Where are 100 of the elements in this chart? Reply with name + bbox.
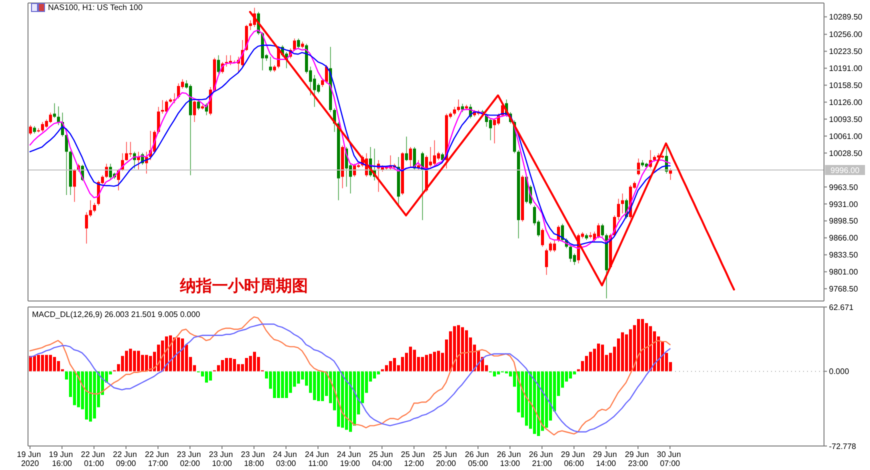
x-tick-label: 23 Jun 18:00: [240, 450, 268, 468]
bar: [345, 371, 348, 430]
y-tick-label: 9963.50: [829, 182, 858, 192]
bar: [433, 352, 436, 372]
bar: [537, 371, 540, 436]
bar: [45, 354, 48, 372]
bar: [85, 371, 88, 420]
bar: [645, 323, 648, 372]
bar: [597, 344, 600, 372]
y-tick-label: 10061.00: [829, 132, 863, 141]
bar: [133, 350, 136, 372]
bar: [53, 356, 56, 372]
x-tick-label: 29 Jun 23:00: [624, 450, 652, 468]
bar: [629, 329, 632, 372]
x-tick-label: 24 Jun 19:00: [336, 450, 364, 468]
bar: [385, 365, 388, 372]
bar: [569, 371, 572, 378]
x-tick-label: 24 Jun 11:00: [304, 450, 332, 468]
bar: [245, 358, 248, 372]
bar: [33, 356, 36, 372]
bar: [221, 360, 224, 372]
y-tick-label: 9866.00: [829, 234, 858, 243]
y-tick-label: 9801.00: [829, 268, 858, 277]
bar: [141, 354, 144, 372]
x-tick-label: 29 Jun 06:00: [560, 450, 588, 468]
x-tick-label: 22 Jun 09:00: [112, 450, 140, 468]
bar: [93, 371, 96, 419]
bar: [373, 371, 376, 378]
bar: [297, 371, 300, 384]
bar: [641, 318, 644, 372]
ref-line-label: 9996.00: [830, 166, 860, 175]
bar: [429, 354, 432, 372]
bar: [41, 354, 44, 372]
bar: [425, 354, 428, 372]
bar: [533, 371, 536, 434]
y-tick-label: 9898.50: [829, 216, 858, 226]
y-tick-label: 0.000: [829, 367, 850, 376]
bar: [173, 337, 176, 372]
x-tick-label: 25 Jun 12:00: [400, 450, 428, 468]
bar: [225, 358, 228, 372]
x-tick-label: 26 Jun 05:00: [464, 450, 492, 468]
y-tick-label: 10256.00: [829, 30, 863, 40]
y-tick-label: 9931.00: [829, 200, 858, 209]
x-tick-label: 19 Jun 2020: [16, 450, 44, 468]
x-tick-label: 22 Jun 17:00: [144, 450, 172, 468]
bar: [73, 371, 76, 406]
bar: [421, 356, 424, 372]
y-tick-label: 10223.50: [829, 47, 863, 56]
bar: [209, 371, 212, 381]
y-tick-label: 9833.50: [829, 250, 858, 260]
bar: [249, 356, 252, 372]
bar: [409, 346, 412, 372]
bar: [377, 371, 380, 374]
bar: [205, 371, 208, 383]
x-tick-label: 29 Jun 14:00: [592, 450, 620, 468]
chart-title: MACD_DL(12,26,9) 26.003 21.501 9.005 0.000: [32, 310, 200, 320]
bar: [465, 330, 468, 372]
bar: [601, 344, 604, 372]
bar: [157, 344, 160, 372]
bar: [337, 371, 340, 427]
bar: [229, 358, 232, 372]
bar: [349, 371, 352, 432]
y-tick-label: 10191.00: [829, 64, 863, 74]
bar: [585, 356, 588, 372]
bar: [253, 352, 256, 372]
bar: [621, 332, 624, 372]
y-tick-label: 10093.50: [829, 114, 863, 124]
y-tick-label: 62.671: [829, 302, 854, 312]
x-tick-label: 23 Jun 10:00: [208, 450, 236, 468]
bar: [493, 371, 496, 376]
bar: [233, 359, 236, 372]
x-tick-label: 24 Jun 03:00: [272, 450, 300, 468]
bar: [273, 371, 276, 398]
x-tick-label: 26 Jun 21:00: [528, 450, 556, 468]
bar: [49, 354, 52, 372]
bar: [281, 371, 284, 398]
y-tick-label: 10028.50: [829, 148, 863, 158]
bar: [125, 350, 128, 372]
y-tick-label: -72.778: [829, 442, 857, 451]
bar: [313, 371, 316, 400]
bar: [29, 356, 32, 372]
bar: [525, 371, 528, 426]
bar: [437, 350, 440, 372]
bar: [37, 354, 40, 372]
bar: [149, 356, 152, 372]
bar: [573, 371, 576, 374]
bar: [401, 356, 404, 372]
y-tick-label: 9768.50: [829, 284, 858, 294]
y-tick-label: 10158.50: [829, 81, 863, 90]
bar: [285, 371, 288, 398]
bar: [389, 361, 392, 372]
x-tick-label: 22 Jun 01:00: [80, 450, 108, 468]
bar: [649, 326, 652, 372]
x-tick-label: 19 Jun 16:00: [48, 450, 76, 468]
bar: [637, 318, 640, 372]
x-tick-label: 25 Jun 20:00: [432, 450, 460, 468]
x-tick-label: 26 Jun 13:00: [496, 450, 524, 468]
bar: [317, 371, 320, 402]
x-tick-label: 23 Jun 02:00: [176, 450, 204, 468]
bar: [341, 371, 344, 428]
